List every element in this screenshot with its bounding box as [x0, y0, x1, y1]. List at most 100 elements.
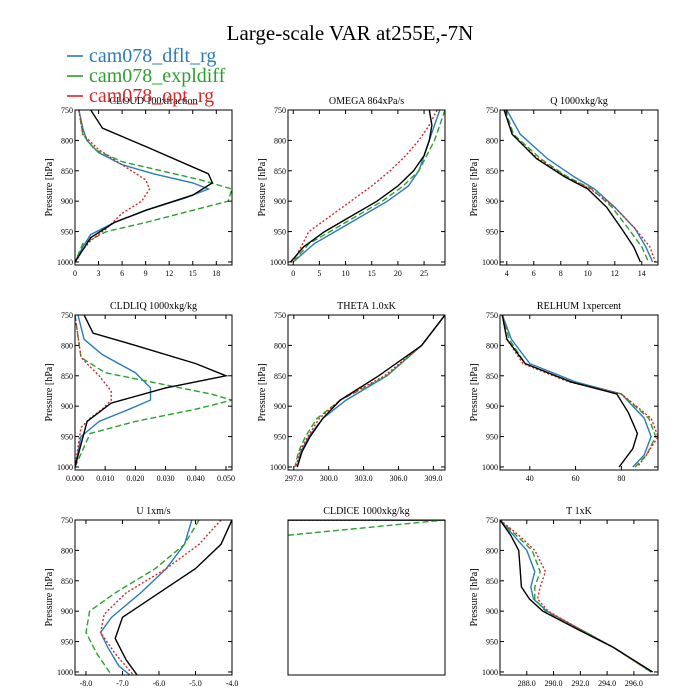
x-tick-label: 18: [212, 269, 220, 278]
y-tick-label: 950: [486, 228, 498, 237]
panel-title: T 1xK: [566, 506, 592, 517]
y-tick-label: 850: [274, 372, 286, 381]
plot-area: [500, 520, 653, 673]
y-tick-label: 850: [274, 167, 286, 176]
x-tick-label: 9: [144, 269, 148, 278]
series-line-cam078_opt_rg: [75, 315, 112, 468]
x-tick-label: 294.0: [598, 679, 616, 688]
series-line-black: [500, 520, 653, 673]
series-line-cam078_expldiff: [500, 520, 652, 673]
x-tick-label: 288.0: [518, 679, 536, 688]
legend-label: cam078_opt_rg: [89, 85, 214, 107]
y-tick-label: 750: [486, 311, 498, 320]
plot-area: [288, 520, 445, 536]
plot-frame: [74, 109, 233, 266]
x-tick-label: 0.020: [126, 474, 144, 483]
x-tick-label: 290.0: [545, 679, 563, 688]
x-tick-label: 12: [611, 269, 619, 278]
series-line-cam078_opt_rg: [501, 315, 658, 468]
legend-item: cam078_expldiff: [67, 65, 226, 87]
y-tick-label: 900: [274, 402, 286, 411]
series-line-cam078_dflt_rg: [506, 110, 654, 263]
y-tick-label: 1000: [482, 258, 498, 267]
x-tick-label: 296.0: [625, 679, 643, 688]
y-axis-label: Pressure [hPa]: [44, 158, 55, 216]
series-line-black: [503, 110, 642, 263]
x-tick-label: 12: [165, 269, 173, 278]
y-tick-label: 800: [486, 341, 498, 350]
y-tick-label: 950: [486, 433, 498, 442]
series-line-cam078_expldiff: [504, 110, 650, 263]
series-line-cam078_dflt_rg: [99, 520, 193, 675]
plot-frame: [287, 314, 446, 471]
y-tick-label: 950: [61, 433, 73, 442]
series-line-cam078_dflt_rg: [75, 110, 211, 263]
y-axis-label: Pressure [hPa]: [257, 158, 268, 216]
x-tick-label: 8: [559, 269, 563, 278]
y-axis-label: Pressure [hPa]: [257, 363, 268, 421]
plot-frame: [499, 519, 659, 676]
y-tick-label: 750: [274, 311, 286, 320]
y-tick-label: 850: [486, 167, 498, 176]
x-tick-label: 0.030: [157, 474, 175, 483]
series-line-black: [501, 315, 639, 468]
plot-frame: [74, 519, 233, 676]
panel-title: THETA 1.0xK: [337, 301, 396, 312]
panel-title: CLDICE 1000xkg/kg: [323, 506, 409, 517]
x-tick-label: 6: [120, 269, 124, 278]
legend-label: cam078_dflt_rg: [89, 45, 216, 67]
series-line-black: [75, 110, 214, 263]
series-line-cam078_opt_rg: [99, 520, 222, 675]
y-tick-label: 950: [274, 228, 286, 237]
legend-label: cam078_expldiff: [89, 65, 226, 87]
x-tick-label: 309.0: [424, 474, 442, 483]
series-line-cam078_expldiff: [75, 315, 232, 468]
y-axis-label: Pressure [hPa]: [469, 158, 480, 216]
y-tick-label: 950: [61, 638, 73, 647]
plot-area: [85, 520, 232, 675]
y-axis-label: Pressure [hPa]: [469, 363, 480, 421]
panel-title: RELHUM 1xpercent: [537, 301, 621, 312]
series-line-cam078_opt_rg: [500, 520, 652, 673]
x-tick-label: 14: [638, 269, 646, 278]
series-line-cam078_opt_rg: [503, 110, 656, 263]
x-tick-label: 10: [342, 269, 350, 278]
x-tick-label: 300.0: [320, 474, 338, 483]
y-tick-label: 1000: [57, 463, 73, 472]
panel-title: Q 1000xkg/kg: [550, 96, 608, 107]
series-line-black: [296, 315, 445, 468]
y-tick-label: 900: [486, 197, 498, 206]
series-line-black: [290, 110, 433, 263]
x-tick-label: -8.0: [80, 679, 93, 688]
plot-frame: [287, 109, 446, 266]
y-tick-label: 900: [61, 197, 73, 206]
y-tick-label: 800: [274, 136, 286, 145]
y-tick-label: 900: [61, 402, 73, 411]
x-tick-label: -5.0: [189, 679, 202, 688]
plot-frame: [74, 314, 233, 471]
x-tick-label: -7.0: [116, 679, 129, 688]
legend: cam078_dflt_rgcam078_expldiffcam078_opt_…: [67, 45, 226, 107]
y-tick-label: 850: [486, 372, 498, 381]
series-line-cam078_dflt_rg: [500, 520, 652, 673]
y-tick-label: 950: [486, 638, 498, 647]
panel-9: T 1xK 288.0 290.0 292.0 294.0 296.0 750 800 850 9…: [469, 506, 659, 688]
x-tick-label: 0: [291, 269, 295, 278]
panel-3: Q 1000xkg/kg 4 6 8 10 12 14 750 800 850 900 950 1000…: [469, 96, 659, 278]
panel-6: RELHUM 1xpercent 40 60 80 750 800 850 900 950 100…: [469, 301, 659, 483]
panel-8: CLDICE 1000xkg/kg: [287, 506, 446, 676]
x-tick-label: 10: [584, 269, 592, 278]
panel-title: CLDLIQ 1000xkg/kg: [110, 301, 197, 312]
panel-5: THETA 1.0xK 297.0 300.0 303.0 306.0 309.0 750 8…: [257, 301, 446, 483]
plot-area: [294, 315, 445, 468]
plot-frame: [499, 109, 659, 266]
y-tick-label: 800: [274, 341, 286, 350]
plot-frame: [287, 519, 446, 676]
y-tick-label: 1000: [482, 668, 498, 677]
x-tick-label: 60: [572, 474, 580, 483]
plot-frame: [499, 314, 659, 471]
y-tick-label: 900: [61, 607, 73, 616]
legend-item: cam078_opt_rg: [67, 85, 214, 107]
legend-item: cam078_dflt_rg: [67, 45, 216, 67]
